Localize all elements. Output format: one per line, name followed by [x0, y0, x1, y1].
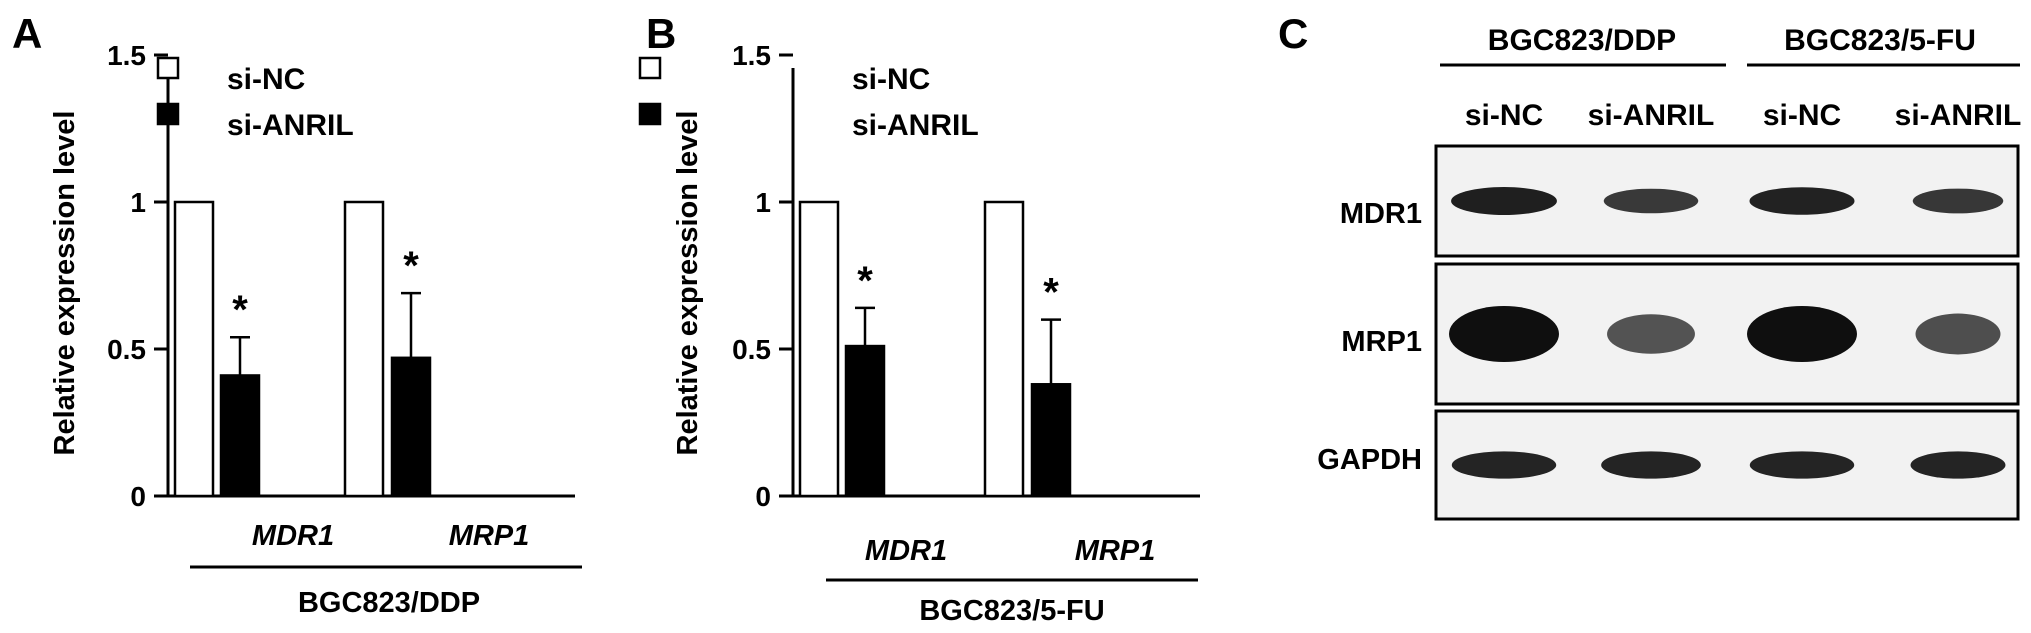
y-tick-label-b-1: 0.5 — [732, 334, 771, 365]
bar-chart-b: Relative expression level si-NC si-ANRIL… — [638, 40, 1200, 627]
category-label-mdr1-b: MDR1 — [865, 535, 947, 567]
y-tick-label-b-0: 0 — [755, 481, 771, 512]
blot-band-gapdh-lane-1 — [1451, 451, 1557, 479]
legend-label-si-nc-b: si-NC — [852, 63, 930, 96]
lane-label-2: si-ANRIL — [1588, 99, 1715, 132]
bar-b-si-ANRIL-MRP1 — [1030, 383, 1072, 498]
category-label-mrp1-a: MRP1 — [449, 520, 530, 552]
bar-a-si-ANRIL-MRP1 — [390, 356, 432, 498]
bar-a-si-ANRIL-MDR1 — [219, 374, 261, 498]
significance-star-b-1: * — [1043, 271, 1059, 315]
y-tick-label-a-0: 0 — [130, 481, 146, 512]
bar-b-si-NC-MDR1 — [798, 200, 840, 498]
blot-band-mdr1-lane-4 — [1912, 188, 2004, 214]
group-label-a: BGC823/DDP — [298, 587, 480, 619]
blot-band-gapdh-lane-2 — [1601, 451, 1701, 479]
blot-band-mrp1-lane-4 — [1915, 313, 2001, 355]
y-tick-label-a-2: 1 — [130, 187, 146, 218]
lane-label-4: si-ANRIL — [1895, 99, 2022, 132]
blot-group-label-ddp: BGC823/DDP — [1488, 24, 1676, 57]
blot-band-gapdh-lane-4 — [1910, 451, 2006, 479]
blot-band-mdr1-lane-2 — [1603, 188, 1699, 214]
blot-row-label-mrp1: MRP1 — [1341, 326, 1422, 358]
blot-band-mrp1-lane-1 — [1449, 306, 1559, 362]
legend-swatch-b-1 — [638, 102, 662, 126]
lane-label-3: si-NC — [1763, 99, 1841, 132]
bar-b-si-NC-MRP1 — [983, 200, 1025, 498]
bar-chart-a: Relative expression level si-NC si-ANRIL… — [49, 40, 582, 619]
category-label-mrp1-b: MRP1 — [1075, 535, 1156, 567]
group-label-b: BGC823/5-FU — [919, 595, 1104, 627]
bar-a-si-NC-MRP1 — [343, 200, 385, 498]
panel-letter-b: B — [646, 10, 676, 57]
y-axis-label-a: Relative expression level — [49, 111, 81, 456]
blot-band-mrp1-lane-2 — [1607, 314, 1695, 354]
panel-letter-c: C — [1278, 10, 1308, 57]
legend-swatch-a-1 — [156, 102, 180, 126]
panel-letter-a: A — [12, 10, 42, 57]
y-tick-label-b-3: 1.5 — [732, 40, 771, 71]
lane-label-1: si-NC — [1465, 99, 1543, 132]
blot-row-label-gapdh: GAPDH — [1317, 444, 1422, 476]
y-axis-label-b: Relative expression level — [672, 111, 704, 456]
y-tick-label-b-2: 1 — [755, 187, 771, 218]
legend-label-si-anril-a: si-ANRIL — [227, 109, 354, 142]
blot-band-mdr1-lane-1 — [1451, 187, 1557, 215]
significance-star-a-0: * — [232, 288, 248, 332]
legend-label-si-anril-b: si-ANRIL — [852, 109, 979, 142]
legend-swatch-b-0 — [638, 56, 662, 80]
blot-band-mrp1-lane-3 — [1747, 306, 1857, 362]
category-label-mdr1-a: MDR1 — [252, 520, 334, 552]
blot-band-mdr1-lane-3 — [1749, 187, 1855, 215]
blot-row-label-mdr1: MDR1 — [1340, 198, 1422, 230]
y-tick-label-a-3: 1.5 — [107, 40, 146, 71]
legend-label-si-nc-a: si-NC — [227, 63, 305, 96]
legend-swatch-a-0 — [156, 56, 180, 80]
bar-a-si-NC-MDR1 — [173, 200, 215, 498]
blot-group-label-5fu: BGC823/5-FU — [1784, 24, 1976, 57]
significance-star-a-1: * — [403, 244, 419, 288]
bar-b-si-ANRIL-MDR1 — [844, 344, 886, 498]
western-blot: BGC823/DDP BGC823/5-FU si-NC si-ANRIL si… — [1317, 24, 2022, 521]
blot-band-gapdh-lane-3 — [1749, 451, 1855, 479]
significance-star-b-0: * — [857, 259, 873, 303]
y-tick-label-a-1: 0.5 — [107, 334, 146, 365]
